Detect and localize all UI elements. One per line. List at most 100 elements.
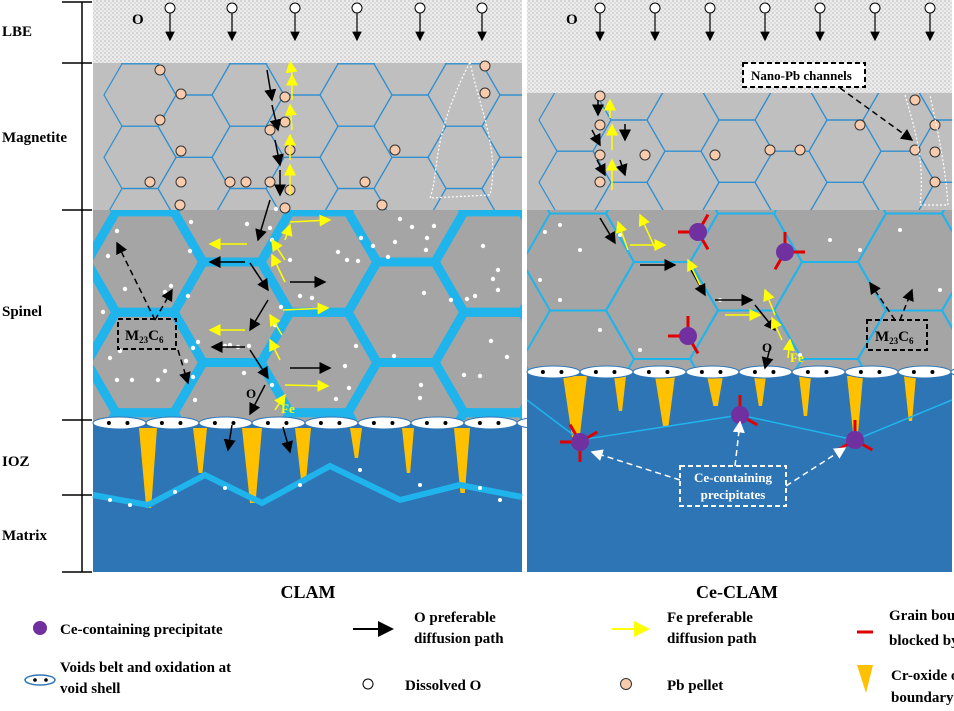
pb-pellet-icon <box>175 176 187 188</box>
fe-diffusion-arrow <box>763 288 776 316</box>
svg-text:Ce-containing: Ce-containing <box>694 470 773 485</box>
legend: Ce-containing precipitate O preferable d… <box>24 608 954 706</box>
pb-pellet-icon <box>594 149 606 161</box>
dissolved-o-dot <box>828 238 832 242</box>
void-ellipse <box>145 416 200 430</box>
right-panel <box>526 0 954 572</box>
cr-oxide-wedge <box>847 376 863 436</box>
svg-text:void shell: void shell <box>60 681 120 697</box>
dissolved-o-dot <box>480 243 486 249</box>
void-ellipse <box>410 416 465 430</box>
void-oxidation-dot <box>805 370 810 374</box>
legend-dissolved-o: Dissolved O <box>362 678 481 694</box>
dissolved-o-dot <box>298 483 302 487</box>
void-oxidation-dot <box>178 421 183 425</box>
svg-text:diffusion path: diffusion path <box>667 631 757 647</box>
void-oxidation-dot <box>318 421 323 425</box>
dissolved-o-dot <box>185 293 191 299</box>
left-path-fe-label: Fe <box>281 401 295 416</box>
dissolved-o-dot <box>190 345 196 351</box>
pb-pellet-icon <box>224 176 236 188</box>
pb-pellet-icon <box>175 145 187 157</box>
svg-text:diffusion path: diffusion path <box>414 631 504 647</box>
dissolved-o-dot <box>938 288 942 292</box>
fe-diffusion-arrow <box>271 253 286 283</box>
nano-pb-channel <box>429 61 494 199</box>
void-ellipse <box>579 365 634 379</box>
dissolved-o-dot <box>227 342 233 348</box>
dissolved-o-dot <box>598 328 602 332</box>
o-diffusion-arrow <box>594 159 606 177</box>
pb-pellet-icon <box>264 176 276 188</box>
dissolved-o-dot <box>495 287 501 293</box>
void-oxidation-dot <box>390 421 395 425</box>
ce-precipitate <box>679 327 697 345</box>
dissolved-o-icon <box>289 2 301 14</box>
pb-pellet-icon <box>279 202 291 214</box>
dissolved-o-dot <box>190 374 196 380</box>
dissolved-o-dot <box>344 257 350 263</box>
grain-hexagon <box>481 156 522 210</box>
dissolved-o-dot <box>397 216 403 222</box>
pb-pellet-icon <box>594 90 606 102</box>
dissolved-o-dot <box>108 498 112 502</box>
pb-pellet-icon <box>929 176 941 188</box>
pb-pellet-icon <box>376 199 388 211</box>
svg-text:blocked by Ce: blocked by Ce <box>889 633 954 649</box>
dissolved-o-dot <box>353 343 359 349</box>
dissolved-o-dot <box>267 225 273 231</box>
void-oxidation-dot <box>665 370 670 374</box>
dissolved-o-dot <box>244 221 250 227</box>
o-diffusion-arrow <box>589 129 601 147</box>
void-oxidation-dot <box>424 421 429 425</box>
void-ellipse <box>463 416 518 430</box>
dissolved-o-dot <box>355 258 361 264</box>
nano-pb-channel <box>904 94 949 206</box>
purple-dot-icon <box>33 621 47 635</box>
ce-precipitate <box>689 223 707 241</box>
pb-pellet-icon <box>264 124 276 136</box>
dissolved-o-dot <box>183 358 189 364</box>
dissolved-o-dot <box>287 257 293 263</box>
dissolved-o-dot <box>273 206 279 212</box>
dissolved-o-dot <box>162 289 168 295</box>
void-ellipse <box>357 416 412 430</box>
cr-oxide-wedge <box>193 428 207 473</box>
layer-label-spinel: Spinel <box>2 304 42 320</box>
dissolved-o-dot <box>370 243 376 249</box>
dissolved-o-dot <box>558 298 562 302</box>
dissolved-o-dot <box>421 290 427 296</box>
pb-pellet-icon <box>240 176 252 188</box>
o-diffusion-arrow <box>249 384 266 416</box>
void-oxidation-dot <box>771 370 776 374</box>
o-diffusion-arrow <box>255 199 271 242</box>
dissolved-o-dot <box>578 248 582 252</box>
cr-oxide-wedge <box>454 428 470 493</box>
svg-text:Voids belt and oxidation at: Voids belt and oxidation at <box>60 660 231 676</box>
m23c6-pointer <box>869 281 896 321</box>
fe-diffusion-arrow <box>271 238 286 261</box>
fe-diffusion-arrow <box>284 379 330 392</box>
grain-hexagon <box>429 307 522 418</box>
void-oxidation-dot <box>699 370 704 374</box>
svg-text:Pb pellet: Pb pellet <box>667 678 723 694</box>
o-diffusion-arrow <box>249 299 269 332</box>
o-diffusion-arrow <box>249 349 269 380</box>
cr-oxide-wedge <box>614 376 626 411</box>
dissolved-o-dot <box>100 309 106 315</box>
void-oxidation-dot <box>265 421 270 425</box>
right-o-label: O <box>566 12 578 28</box>
void-ellipse <box>685 365 740 379</box>
dissolved-o-icon <box>226 2 238 14</box>
void-ellipse <box>897 365 952 379</box>
pb-pellet-icon <box>479 60 491 72</box>
o-diffusion-arrow <box>272 139 284 167</box>
grain-hexagon <box>940 210 952 233</box>
dissolved-o-dot <box>898 228 902 232</box>
dissolved-o-icon <box>704 2 716 14</box>
dissolved-o-dot <box>504 354 510 360</box>
dissolved-o-dot <box>418 382 424 388</box>
void-oxidation-dot <box>371 421 376 425</box>
void-oxidation-dot <box>540 370 545 374</box>
m23c6-pointer <box>177 349 191 385</box>
